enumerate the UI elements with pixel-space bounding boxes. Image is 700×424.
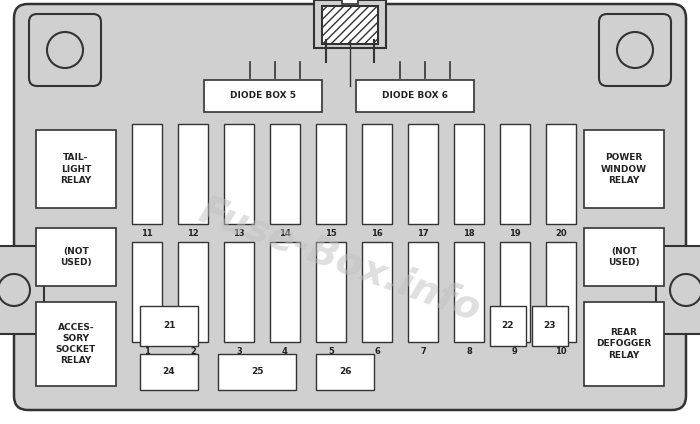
Text: 8: 8	[466, 348, 472, 357]
Bar	[316, 124, 346, 224]
Text: TAIL-
LIGHT
RELAY: TAIL- LIGHT RELAY	[60, 153, 92, 184]
Text: 20: 20	[555, 229, 567, 238]
Text: 9: 9	[512, 348, 518, 357]
Bar	[546, 242, 576, 342]
Text: 22: 22	[502, 321, 514, 330]
Text: 14: 14	[279, 229, 291, 238]
Bar	[218, 354, 296, 390]
Bar	[270, 242, 300, 342]
Bar	[362, 124, 392, 224]
Bar	[584, 130, 664, 208]
Text: 21: 21	[162, 321, 175, 330]
Text: 3: 3	[236, 348, 242, 357]
FancyBboxPatch shape	[14, 4, 686, 410]
Bar	[178, 124, 208, 224]
Bar	[270, 124, 300, 224]
Text: 26: 26	[339, 368, 351, 377]
Text: Fuse-Box.info: Fuse-Box.info	[194, 191, 486, 329]
Bar	[316, 242, 346, 342]
Bar	[546, 124, 576, 224]
Text: 16: 16	[371, 229, 383, 238]
Bar	[140, 354, 198, 390]
Bar	[408, 124, 438, 224]
Text: 11: 11	[141, 229, 153, 238]
Bar	[224, 242, 254, 342]
Bar	[490, 306, 526, 346]
Bar	[454, 124, 484, 224]
Bar	[36, 228, 116, 286]
Text: DIODE BOX 6: DIODE BOX 6	[382, 92, 448, 100]
Bar	[500, 242, 530, 342]
FancyBboxPatch shape	[599, 14, 671, 86]
Text: POWER
WINDOW
RELAY: POWER WINDOW RELAY	[601, 153, 647, 184]
Text: 17: 17	[417, 229, 429, 238]
Text: 10: 10	[555, 348, 567, 357]
Bar	[322, 6, 378, 44]
Bar	[532, 306, 568, 346]
Text: 18: 18	[463, 229, 475, 238]
Text: 23: 23	[544, 321, 556, 330]
Bar	[140, 306, 198, 346]
Bar	[132, 242, 162, 342]
Text: DIODE BOX 5: DIODE BOX 5	[230, 92, 296, 100]
Bar	[342, 0, 358, 4]
Text: 2: 2	[190, 348, 196, 357]
Bar	[314, 0, 386, 48]
Bar	[316, 354, 374, 390]
Bar	[500, 124, 530, 224]
Bar	[178, 242, 208, 342]
FancyBboxPatch shape	[29, 14, 101, 86]
Text: 13: 13	[233, 229, 245, 238]
Bar	[224, 124, 254, 224]
Bar	[36, 302, 116, 386]
Text: 5: 5	[328, 348, 334, 357]
Bar	[132, 124, 162, 224]
Text: REAR
DEFOGGER
RELAY: REAR DEFOGGER RELAY	[596, 329, 652, 360]
FancyBboxPatch shape	[0, 246, 44, 334]
Bar	[204, 80, 322, 112]
Text: 4: 4	[282, 348, 288, 357]
Text: 19: 19	[509, 229, 521, 238]
Bar	[454, 242, 484, 342]
Text: 7: 7	[420, 348, 426, 357]
Bar	[584, 302, 664, 386]
Bar	[362, 242, 392, 342]
Text: 1: 1	[144, 348, 150, 357]
Text: 6: 6	[374, 348, 380, 357]
FancyBboxPatch shape	[656, 246, 700, 334]
Text: 15: 15	[325, 229, 337, 238]
Text: (NOT
USED): (NOT USED)	[608, 247, 640, 267]
Bar	[36, 130, 116, 208]
Text: 24: 24	[162, 368, 175, 377]
Bar	[356, 80, 474, 112]
Text: 25: 25	[251, 368, 263, 377]
Text: (NOT
USED): (NOT USED)	[60, 247, 92, 267]
Text: ACCES-
SORY
SOCKET
RELAY: ACCES- SORY SOCKET RELAY	[56, 323, 96, 365]
Bar	[408, 242, 438, 342]
Bar	[584, 228, 664, 286]
Text: 12: 12	[187, 229, 199, 238]
